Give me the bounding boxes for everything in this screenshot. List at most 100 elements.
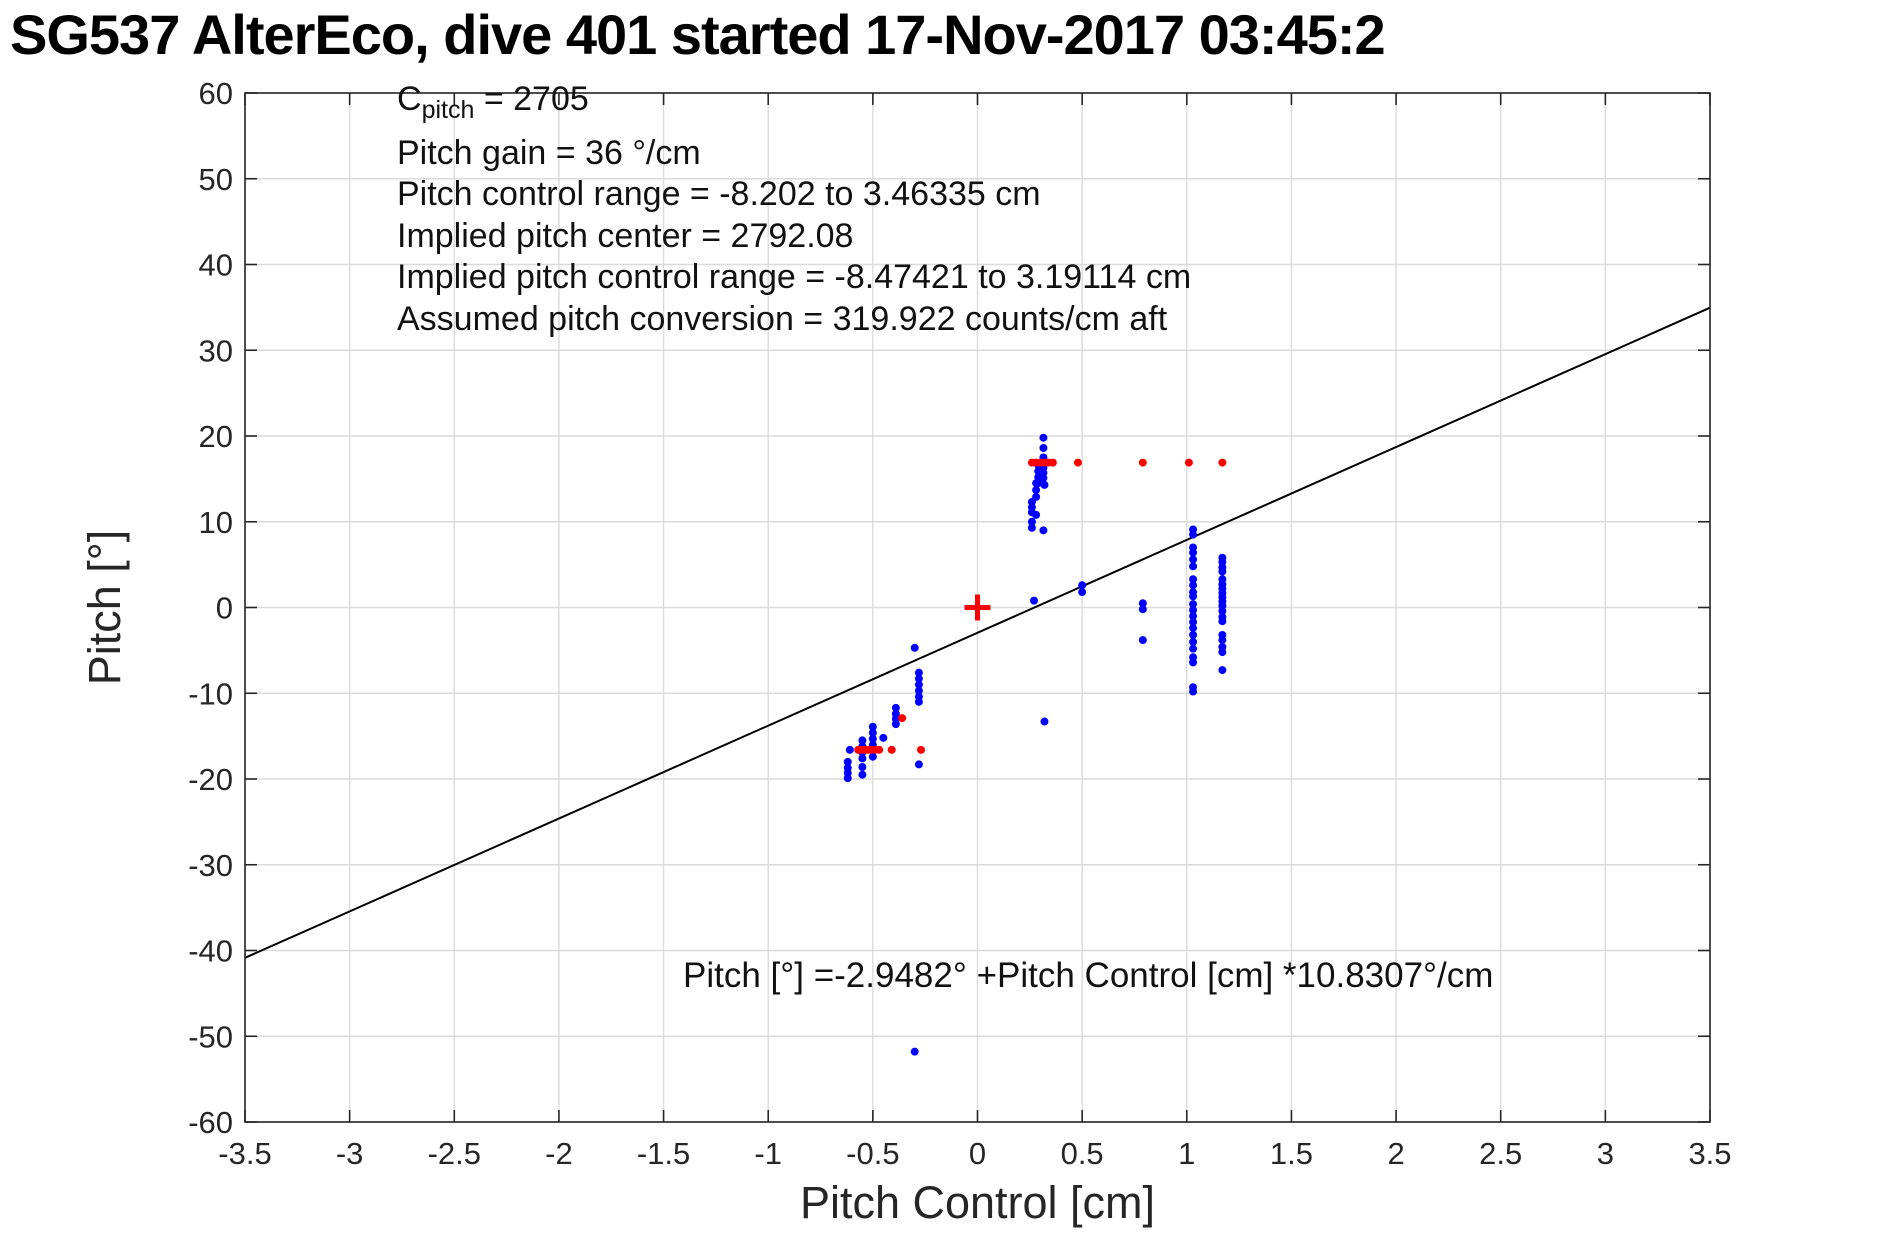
data-point-pitch-observations <box>910 1047 919 1056</box>
y-tick-label: 20 <box>199 419 233 454</box>
data-point-pitch-observations <box>1034 467 1043 476</box>
data-point-pitch-observations <box>858 762 867 771</box>
data-point-pitch-observations <box>1189 630 1198 639</box>
data-point-pitch-observations <box>1189 548 1198 557</box>
data-point-pitch-observations <box>1078 588 1087 597</box>
data-point-pitch-observations <box>1189 530 1198 539</box>
y-tick-label: 60 <box>199 76 233 111</box>
data-point-pitch-observations <box>914 760 923 769</box>
y-tick-label: -40 <box>188 934 233 969</box>
data-point-pitch-observations <box>1218 636 1227 645</box>
x-tick-label: 0.5 <box>1061 1136 1104 1171</box>
data-point-pitch-observations <box>891 703 900 712</box>
c-pitch-base: C <box>397 80 422 118</box>
x-tick-label: -2 <box>545 1136 573 1171</box>
figure-title: SG537 AlterEco, dive 401 started 17-Nov-… <box>10 3 1386 66</box>
data-point-pitch-observations <box>843 757 852 766</box>
data-point-pitch-observations <box>914 668 923 677</box>
data-point-pitch-observations <box>1189 562 1198 571</box>
data-point-pitch-control-targets <box>1048 458 1057 467</box>
annotation-pitch-control-range: Pitch control range = -8.202 to 3.46335 … <box>397 175 1041 213</box>
y-tick-label: 50 <box>199 162 233 197</box>
data-point-pitch-observations <box>1034 473 1043 482</box>
data-point-pitch-observations <box>914 680 923 689</box>
data-point-pitch-observations <box>1078 581 1087 590</box>
data-point-pitch-observations <box>1189 575 1198 584</box>
annotation-implied-pitch-center: Implied pitch center = 2792.08 <box>397 217 854 255</box>
data-point-pitch-observations <box>891 720 900 729</box>
data-point-pitch-observations <box>1027 508 1036 517</box>
x-tick-label: 1.5 <box>1270 1136 1313 1171</box>
x-tick-label: -3.5 <box>218 1136 271 1171</box>
data-point-pitch-observations <box>858 736 867 745</box>
annotation-implied-pitch-control-range: Implied pitch control range = -8.47421 t… <box>397 258 1192 296</box>
data-point-pitch-control-targets <box>887 745 896 754</box>
x-tick-label: -1 <box>754 1136 782 1171</box>
y-axis-label: Pitch [°] <box>79 530 130 686</box>
data-point-pitch-observations <box>1027 523 1036 532</box>
data-point-pitch-observations <box>858 754 867 763</box>
c-pitch-subscript: pitch <box>421 95 475 124</box>
y-tick-label: 30 <box>199 333 233 368</box>
y-tick-label: -20 <box>188 762 233 797</box>
data-point-pitch-observations <box>1189 637 1198 646</box>
data-point-pitch-observations <box>1032 486 1041 495</box>
data-point-pitch-observations <box>1218 648 1227 657</box>
annotation-assumed-pitch-conversion: Assumed pitch conversion = 319.922 count… <box>397 300 1168 338</box>
data-point-pitch-observations <box>858 770 867 779</box>
data-point-pitch-control-targets <box>1073 458 1082 467</box>
data-point-pitch-observations <box>1189 687 1198 696</box>
data-point-pitch-observations <box>1189 658 1198 667</box>
data-point-pitch-observations <box>914 674 923 683</box>
x-tick-label: 0 <box>969 1136 986 1171</box>
x-tick-label: -0.5 <box>846 1136 899 1171</box>
data-point-pitch-observations <box>845 745 854 754</box>
data-point-pitch-observations <box>1039 526 1048 535</box>
fit-equation-label: Pitch [°] =-2.9482° +Pitch Control [cm] … <box>683 956 1494 995</box>
data-point-pitch-control-targets <box>1218 458 1227 467</box>
data-point-pitch-observations <box>1040 717 1049 726</box>
y-tick-label: -10 <box>188 676 233 711</box>
data-point-pitch-observations <box>910 643 919 652</box>
x-tick-label: 2 <box>1387 1136 1404 1171</box>
data-point-pitch-observations <box>914 686 923 695</box>
data-point-pitch-control-targets <box>898 714 907 723</box>
y-tick-label: -60 <box>188 1105 233 1140</box>
data-point-pitch-observations <box>1189 592 1198 601</box>
data-point-pitch-observations <box>1218 606 1227 615</box>
data-point-pitch-observations <box>1189 606 1198 615</box>
data-point-pitch-observations <box>1218 617 1227 626</box>
data-point-pitch-control-targets <box>1184 458 1193 467</box>
fit-line <box>244 306 1711 959</box>
data-point-pitch-observations <box>1189 644 1198 653</box>
data-point-pitch-observations <box>1189 581 1198 590</box>
y-tick-label: -30 <box>188 848 233 883</box>
data-point-pitch-observations <box>1032 479 1041 488</box>
data-point-pitch-observations <box>843 774 852 783</box>
x-tick-label: 3.5 <box>1688 1136 1731 1171</box>
data-point-pitch-observations <box>1039 433 1048 442</box>
y-tick-label: 40 <box>199 248 233 283</box>
data-point-pitch-observations <box>879 733 888 742</box>
data-point-pitch-observations <box>914 697 923 706</box>
data-point-pitch-observations <box>868 728 877 737</box>
x-tick-label: 1 <box>1178 1136 1195 1171</box>
data-point-pitch-observations <box>1189 555 1198 564</box>
data-point-pitch-observations <box>1039 444 1048 453</box>
data-point-pitch-observations <box>1189 600 1198 609</box>
annotation-c-pitch: Cpitch = 2705 <box>397 80 589 125</box>
y-tick-label: 0 <box>216 591 233 626</box>
x-tick-label: -2.5 <box>428 1136 481 1171</box>
data-point-pitch-observations <box>1189 612 1198 621</box>
data-point-pitch-observations <box>1138 636 1147 645</box>
data-point-pitch-observations <box>1138 605 1147 614</box>
data-point-pitch-observations <box>1218 666 1227 675</box>
x-tick-label: 2.5 <box>1479 1136 1522 1171</box>
x-tick-label: -1.5 <box>637 1136 690 1171</box>
data-point-pitch-observations <box>1040 480 1049 489</box>
data-point-pitch-control-targets <box>1138 458 1147 467</box>
data-point-pitch-observations <box>1189 618 1198 627</box>
data-point-pitch-observations <box>1138 599 1147 608</box>
